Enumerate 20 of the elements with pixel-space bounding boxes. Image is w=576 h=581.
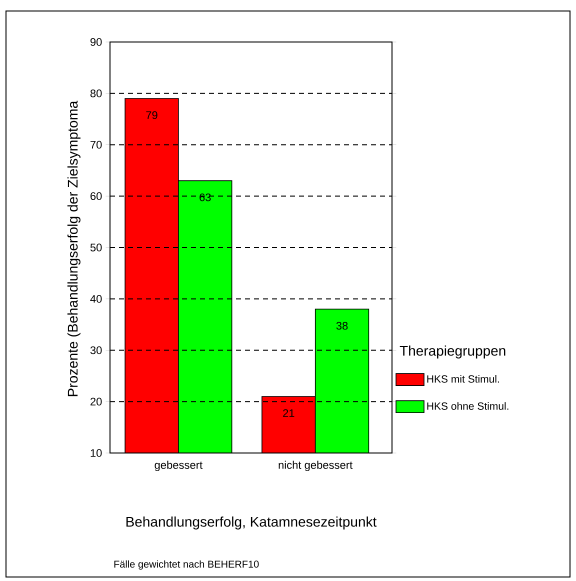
data-label: 21 — [283, 409, 294, 417]
y-axis-title: Prozente (Behandlungserfolg der Zielsymptoma — [67, 100, 80, 396]
legend-title: Therapiegruppen — [400, 345, 506, 359]
y-tick-label: 40 — [90, 294, 102, 303]
legend-label: HKS ohne Stimul. — [427, 402, 508, 410]
y-tick-label: 30 — [90, 346, 102, 354]
y-tick-label: 50 — [90, 244, 102, 252]
y-tick-label: 90 — [90, 38, 102, 46]
y-tick-label: 10 — [90, 449, 102, 457]
x-tick-label: gebessert — [154, 460, 203, 472]
x-axis-title: Behandlungserfolg, Katamnesezeitpunkt — [126, 516, 377, 530]
y-tick-label: 60 — [90, 192, 102, 200]
y-tick-label: 80 — [90, 89, 102, 98]
text: Fälle gewichtet nach BEHERF10 — [114, 560, 259, 570]
x-tick-label: nicht gebessert — [278, 460, 353, 472]
y-tick-label: 70 — [90, 140, 102, 149]
data-label: 79 — [146, 111, 158, 120]
legend-label: HKS mit Stimul. — [427, 375, 499, 383]
data-label: 38 — [336, 322, 348, 330]
y-tick-label: 20 — [90, 398, 102, 406]
